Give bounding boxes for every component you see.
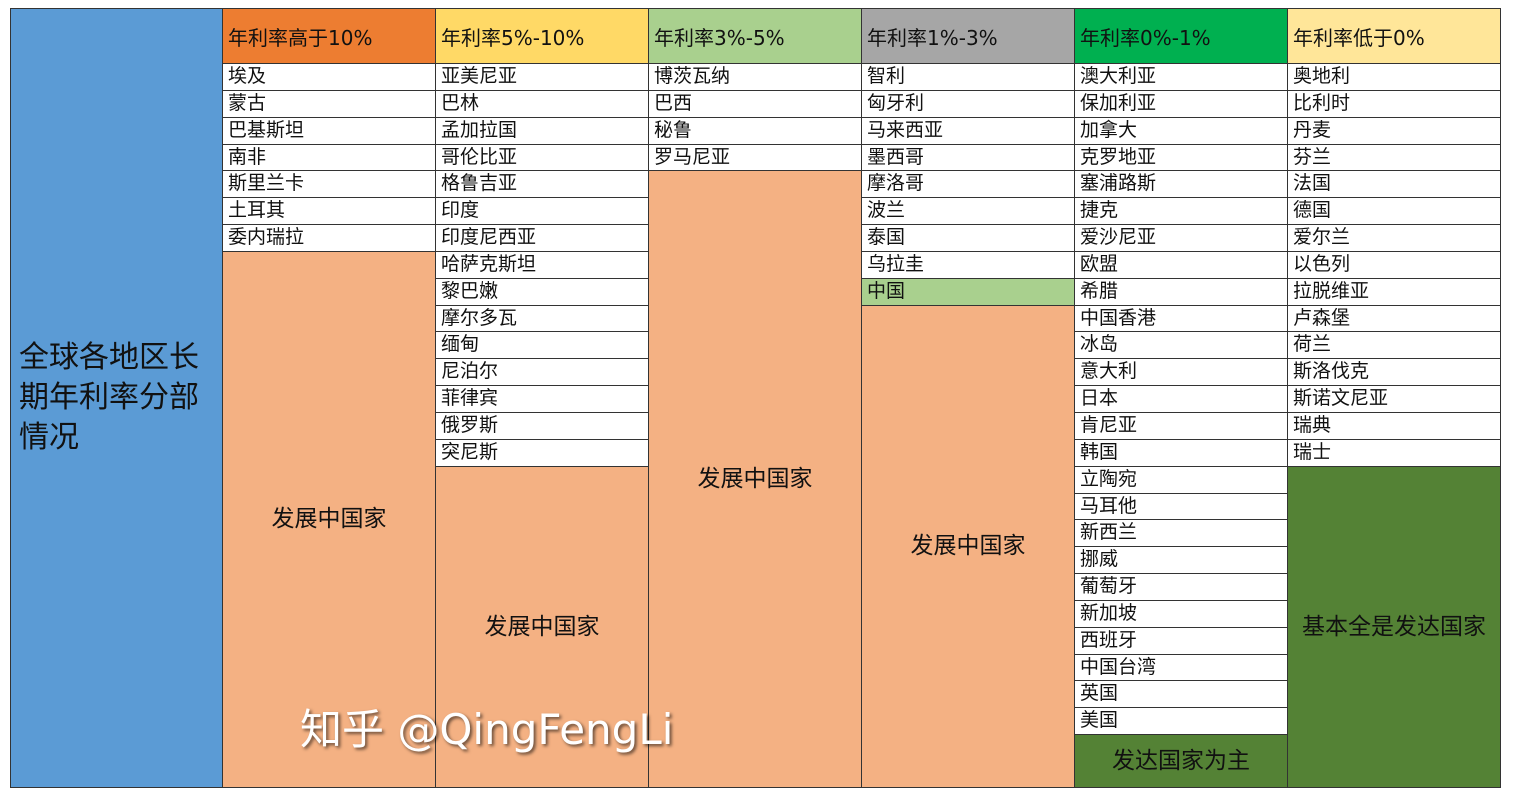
country-cell: 德国 — [1288, 198, 1500, 226]
country-cell: 马来西亚 — [862, 117, 1074, 145]
country-cell: 新西兰 — [1075, 520, 1287, 548]
country-cell: 波兰 — [862, 198, 1074, 226]
column-header: 年利率低于0% — [1288, 9, 1500, 64]
country-cell: 智利 — [862, 64, 1074, 91]
country-cell: 卢森堡 — [1288, 305, 1500, 333]
country-cell: 摩尔多瓦 — [436, 305, 648, 333]
column-header: 年利率1%-3% — [862, 9, 1074, 64]
country-cell: 意大利 — [1075, 359, 1287, 387]
country-cell: 巴基斯坦 — [223, 117, 435, 145]
country-cell: 黎巴嫩 — [436, 278, 648, 306]
country-cell: 蒙古 — [223, 90, 435, 118]
country-cell: 爱尔兰 — [1288, 225, 1500, 252]
country-cell: 塞浦路斯 — [1075, 171, 1287, 199]
country-cell: 乌拉圭 — [862, 251, 1074, 279]
country-cell: 中国 — [862, 278, 1074, 306]
country-cell: 保加利亚 — [1075, 90, 1287, 118]
country-cell: 以色列 — [1288, 251, 1500, 279]
country-cell: 荷兰 — [1288, 332, 1500, 360]
country-cell: 斯洛伐克 — [1288, 359, 1500, 387]
country-cell: 中国台湾 — [1075, 654, 1287, 682]
country-cell: 俄罗斯 — [436, 412, 648, 440]
country-cell: 韩国 — [1075, 439, 1287, 467]
country-cell: 加拿大 — [1075, 117, 1287, 145]
country-cell: 孟加拉国 — [436, 117, 648, 145]
country-cell: 哥伦比亚 — [436, 144, 648, 172]
country-cell: 菲律宾 — [436, 386, 648, 413]
group-label-block: 发展中国家 — [862, 305, 1074, 787]
group-label-block: 基本全是发达国家 — [1288, 466, 1500, 787]
country-cell: 尼泊尔 — [436, 359, 648, 387]
country-cell: 肯尼亚 — [1075, 412, 1287, 440]
country-cell: 委内瑞拉 — [223, 225, 435, 252]
country-cell: 印度尼西亚 — [436, 225, 648, 252]
country-cell: 西班牙 — [1075, 627, 1287, 655]
rate-column: 年利率0%-1% 澳大利亚 保加利亚 加拿大 克罗地亚 塞浦路斯 捷克 爱沙尼亚 欧盟 希腊 中国香… — [1075, 8, 1288, 788]
country-cell: 博茨瓦纳 — [649, 64, 861, 91]
group-label-block: 发展中国家 — [649, 171, 861, 787]
country-cell: 亚美尼亚 — [436, 64, 648, 91]
table-title: 全球各地区长期年利率分部情况 — [19, 340, 199, 455]
country-cell: 中国香港 — [1075, 305, 1287, 333]
country-cell: 摩洛哥 — [862, 171, 1074, 199]
country-cell: 南非 — [223, 144, 435, 172]
country-cell: 拉脱维亚 — [1288, 278, 1500, 306]
country-cell: 泰国 — [862, 225, 1074, 252]
country-cell: 缅甸 — [436, 332, 648, 360]
country-cell: 突尼斯 — [436, 439, 648, 467]
country-cell: 马耳他 — [1075, 493, 1287, 521]
country-cell: 墨西哥 — [862, 144, 1074, 172]
rate-column: 年利率3%-5% 博茨瓦纳 巴西 秘鲁 罗马尼亚 发展中国家 — [649, 8, 862, 788]
country-cell: 印度 — [436, 198, 648, 226]
country-cell: 埃及 — [223, 64, 435, 91]
rate-column: 年利率高于10% 埃及 蒙古 巴基斯坦 南非 斯里兰卡 土耳其 委内瑞拉 发展中国家 — [223, 8, 436, 788]
country-cell: 格鲁吉亚 — [436, 171, 648, 199]
country-cell: 匈牙利 — [862, 90, 1074, 118]
country-cell: 欧盟 — [1075, 251, 1287, 279]
group-label-block: 发展中国家 — [436, 466, 648, 787]
country-cell: 瑞士 — [1288, 439, 1500, 467]
country-cell: 哈萨克斯坦 — [436, 251, 648, 279]
country-cell: 芬兰 — [1288, 144, 1500, 172]
country-cell: 巴林 — [436, 90, 648, 118]
rate-column: 年利率低于0% 奥地利 比利时 丹麦 芬兰 法国 德国 爱尔兰 以色列 拉脱维亚 卢森堡 荷兰 斯洛伐克… — [1288, 8, 1501, 788]
country-cell: 葡萄牙 — [1075, 574, 1287, 601]
rate-column: 年利率5%-10% 亚美尼亚 巴林 孟加拉国 哥伦比亚 格鲁吉亚 印度 印度尼西亚 哈萨克斯坦黎… — [436, 8, 649, 788]
title-cell: 全球各地区长期年利率分部情况 — [10, 8, 223, 788]
country-cell: 美国 — [1075, 708, 1287, 736]
column-header: 年利率3%-5% — [649, 9, 861, 64]
country-cell: 罗马尼亚 — [649, 144, 861, 172]
country-cell: 日本 — [1075, 386, 1287, 413]
country-cell: 澳大利亚 — [1075, 64, 1287, 91]
country-cell: 巴西 — [649, 90, 861, 118]
column-header: 年利率高于10% — [223, 9, 435, 64]
country-cell: 立陶宛 — [1075, 466, 1287, 494]
watermark: 知乎 @QingFengLi — [300, 705, 674, 754]
country-cell: 奥地利 — [1288, 64, 1500, 91]
country-cell: 法国 — [1288, 171, 1500, 199]
country-cell: 挪威 — [1075, 547, 1287, 575]
group-label-block: 发展中国家 — [223, 251, 435, 787]
country-cell: 秘鲁 — [649, 117, 861, 145]
country-cell: 英国 — [1075, 681, 1287, 709]
country-cell: 新加坡 — [1075, 600, 1287, 628]
country-cell: 丹麦 — [1288, 117, 1500, 145]
group-label-block: 发达国家为主 — [1075, 735, 1287, 787]
rate-column: 年利率1%-3% 智利 匈牙利 马来西亚 墨西哥 摩洛哥 波兰 泰国 乌拉圭 中国 发展中国家 — [862, 8, 1075, 788]
country-cell: 克罗地亚 — [1075, 144, 1287, 172]
column-header: 年利率0%-1% — [1075, 9, 1287, 64]
country-cell: 冰岛 — [1075, 332, 1287, 360]
country-cell: 爱沙尼亚 — [1075, 225, 1287, 252]
country-cell: 捷克 — [1075, 198, 1287, 226]
column-header: 年利率5%-10% — [436, 9, 648, 64]
country-cell: 斯里兰卡 — [223, 171, 435, 199]
country-cell: 斯诺文尼亚 — [1288, 386, 1500, 413]
country-cell: 瑞典 — [1288, 412, 1500, 440]
country-cell: 土耳其 — [223, 198, 435, 226]
country-cell: 希腊 — [1075, 278, 1287, 306]
country-cell: 比利时 — [1288, 90, 1500, 118]
